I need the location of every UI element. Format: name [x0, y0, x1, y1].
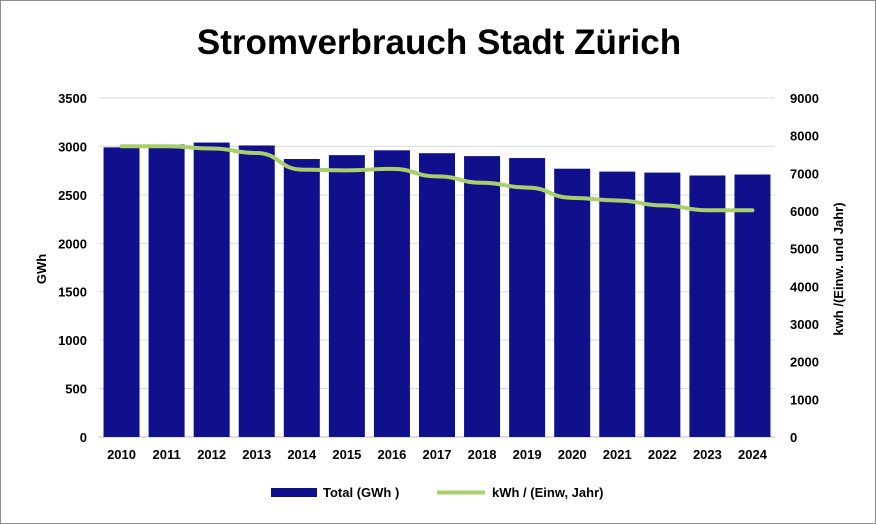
x-tick-label: 2020	[558, 447, 587, 462]
right-axis-ticks: 0 1000 2000 3000 4000 5000 6000 7000 8000 9000	[790, 91, 819, 445]
left-tick-label: 2500	[58, 188, 87, 203]
bar	[509, 158, 546, 437]
series-line	[119, 144, 755, 213]
x-tick-label: 2014	[287, 447, 317, 462]
bar	[419, 153, 455, 438]
x-axis-ticks: 2010 2011 2012 2013 2014 2015 2016 2017 2018 2019…	[107, 447, 768, 462]
x-tick-label: 2017	[423, 447, 452, 462]
x-tick-label: 2024	[738, 447, 768, 462]
x-tick-label: 2012	[197, 447, 226, 462]
bar	[599, 171, 636, 437]
bar	[464, 156, 501, 437]
right-tick-label: 4000	[790, 279, 819, 294]
y-axis-title: GWh	[34, 254, 49, 284]
right-tick-label: 3000	[790, 317, 819, 332]
x-tick-label: 2019	[513, 447, 542, 462]
right-tick-label: 8000	[790, 129, 819, 144]
left-tick-label: 500	[65, 382, 87, 397]
x-tick-label: 2018	[468, 447, 497, 462]
x-tick-label: 2015	[332, 447, 361, 462]
legend-line-label: kWh / (Einw, Jahr)	[492, 485, 603, 500]
right-tick-label: 9000	[790, 91, 819, 106]
bar-series	[103, 142, 771, 438]
legend-bar-label: Total (GWh )	[323, 485, 399, 500]
bar	[689, 175, 726, 437]
bar	[734, 174, 771, 437]
x-tick-label: 2021	[603, 447, 632, 462]
bar	[328, 155, 365, 437]
right-tick-label: 7000	[790, 166, 819, 181]
bar	[238, 145, 275, 437]
bar	[103, 147, 140, 437]
right-tick-label: 6000	[790, 204, 819, 219]
left-tick-label: 1500	[58, 285, 87, 300]
left-tick-label: 3000	[58, 139, 87, 154]
x-tick-label: 2023	[693, 447, 722, 462]
right-tick-label: 1000	[790, 392, 819, 407]
y2-axis-title: kwh /(Einw. und Jahr)	[831, 202, 846, 335]
bar	[644, 172, 681, 437]
x-tick-label: 2022	[648, 447, 677, 462]
bar	[373, 150, 410, 437]
x-tick-label: 2013	[242, 447, 271, 462]
line-series	[119, 144, 755, 213]
chart-title: Stromverbrauch Stadt Zürich	[196, 23, 682, 62]
x-tick-label: 2011	[152, 447, 180, 462]
legend: Total (GWh ) kWh / (Einw, Jahr)	[271, 485, 603, 500]
left-tick-label: 2000	[58, 236, 87, 251]
left-tick-label: 0	[80, 430, 87, 445]
x-tick-label: 2016	[377, 447, 406, 462]
bar	[283, 159, 320, 437]
legend-bar-swatch	[271, 488, 317, 497]
right-tick-label: 5000	[790, 242, 819, 257]
right-tick-label: 0	[790, 430, 797, 445]
bar	[193, 142, 230, 437]
bar	[148, 144, 185, 437]
x-tick-label: 2010	[107, 447, 136, 462]
left-tick-label: 3500	[58, 91, 87, 106]
bar	[554, 168, 591, 437]
right-tick-label: 2000	[790, 355, 819, 370]
left-axis-ticks: 0 500 1000 1500 2000 2500 3000 3500	[58, 91, 87, 445]
left-tick-label: 1000	[58, 333, 87, 348]
